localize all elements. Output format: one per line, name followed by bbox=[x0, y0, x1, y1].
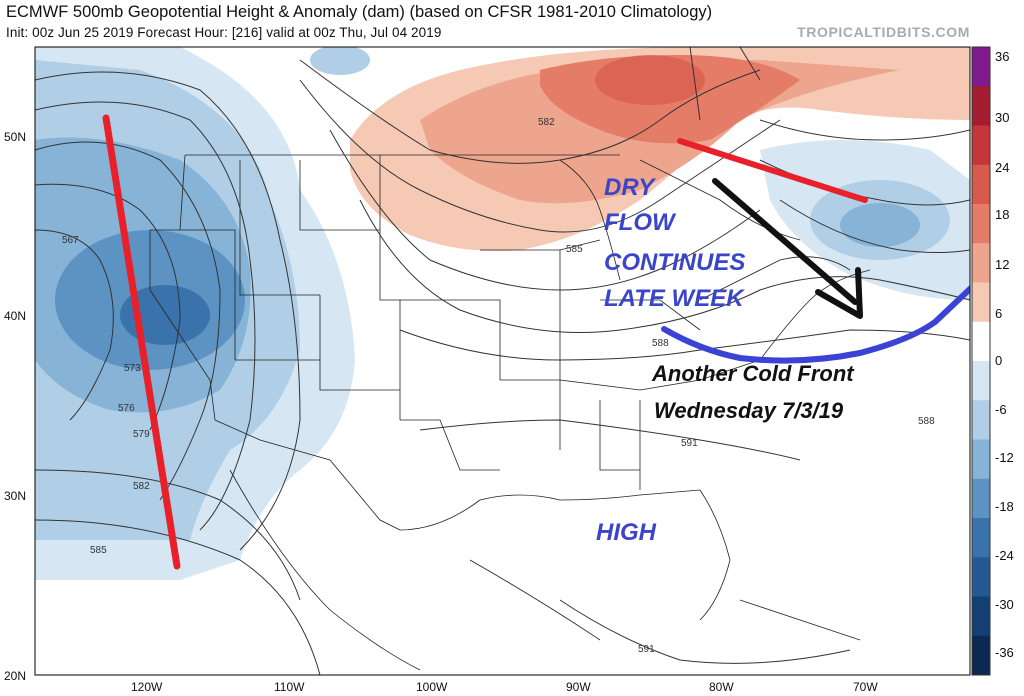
cold-front-line bbox=[661, 284, 970, 364]
svg-text:80W: 80W bbox=[709, 680, 734, 694]
svg-text:100W: 100W bbox=[416, 680, 448, 694]
svg-text:40N: 40N bbox=[4, 309, 26, 323]
colorbar-swatch bbox=[972, 47, 990, 87]
svg-text:591: 591 bbox=[638, 644, 655, 655]
map-subtitle: Init: 00z Jun 25 2019 Forecast Hour: [21… bbox=[6, 25, 442, 40]
colorbar-swatch bbox=[972, 86, 990, 126]
svg-text:588: 588 bbox=[652, 338, 669, 349]
svg-text:120W: 120W bbox=[131, 680, 163, 694]
svg-text:-36: -36 bbox=[995, 645, 1014, 660]
svg-text:-6: -6 bbox=[995, 402, 1007, 417]
svg-text:LATE WEEK: LATE WEEK bbox=[604, 285, 745, 312]
svg-text:582: 582 bbox=[538, 117, 555, 128]
svg-text:DRY: DRY bbox=[604, 174, 656, 201]
colorbar-swatch bbox=[972, 635, 990, 676]
colorbar-swatch bbox=[972, 400, 990, 440]
svg-text:30N: 30N bbox=[4, 489, 26, 503]
svg-text:-12: -12 bbox=[995, 450, 1014, 465]
svg-text:Wednesday 7/3/19: Wednesday 7/3/19 bbox=[654, 398, 844, 423]
svg-text:90W: 90W bbox=[566, 680, 591, 694]
colorbar-swatch bbox=[972, 125, 990, 166]
svg-text:50N: 50N bbox=[4, 130, 26, 144]
height-contours bbox=[35, 47, 970, 675]
map-frame bbox=[34, 46, 971, 676]
svg-text:24: 24 bbox=[995, 160, 1009, 175]
svg-text:588: 588 bbox=[918, 416, 935, 427]
colorbar-swatch bbox=[972, 282, 990, 323]
svg-text:-24: -24 bbox=[995, 548, 1014, 563]
svg-text:576: 576 bbox=[118, 403, 135, 414]
svg-text:591: 591 bbox=[681, 438, 698, 449]
svg-text:Another Cold Front: Another Cold Front bbox=[651, 361, 855, 386]
svg-text:110W: 110W bbox=[274, 680, 305, 694]
map-title: ECMWF 500mb Geopotential Height & Anomal… bbox=[6, 3, 713, 21]
red-northeast-line bbox=[677, 138, 868, 203]
red-trough-line bbox=[102, 114, 181, 570]
colorbar bbox=[971, 46, 991, 676]
colorbar-swatch bbox=[972, 596, 990, 637]
svg-text:-18: -18 bbox=[995, 499, 1014, 514]
colorbar-swatch bbox=[972, 478, 990, 519]
flow-arrow bbox=[712, 178, 863, 319]
colorbar-swatch bbox=[972, 243, 990, 283]
colorbar-swatch bbox=[972, 557, 990, 597]
latitude-labels: 50N 40N 30N 20N bbox=[4, 130, 26, 683]
svg-text:70W: 70W bbox=[853, 680, 878, 694]
colorbar-swatch bbox=[972, 204, 990, 244]
svg-text:12: 12 bbox=[995, 257, 1009, 272]
longitude-labels: 120W 110W 100W 90W 80W 70W bbox=[131, 680, 878, 694]
svg-text:585: 585 bbox=[566, 244, 583, 255]
colorbar-swatch bbox=[972, 518, 990, 558]
svg-text:FLOW: FLOW bbox=[604, 209, 677, 236]
high-label: HIGH bbox=[596, 519, 657, 546]
svg-text:585: 585 bbox=[90, 545, 107, 556]
brand-watermark: TROPICALTIDBITS.COM bbox=[797, 24, 970, 40]
svg-text:6: 6 bbox=[995, 306, 1002, 321]
svg-text:582: 582 bbox=[133, 481, 150, 492]
colorbar-swatch bbox=[972, 361, 990, 401]
colorbar-swatch bbox=[972, 321, 990, 362]
cold-front-annotation: Another Cold Front Wednesday 7/3/19 bbox=[651, 361, 855, 423]
svg-text:18: 18 bbox=[995, 207, 1009, 222]
colorbar-border bbox=[971, 46, 991, 676]
colorbar-swatch bbox=[972, 164, 990, 205]
svg-text:30: 30 bbox=[995, 110, 1009, 125]
contour-labels: 567 573 576 579 582 585 582 585 588 588 … bbox=[62, 117, 935, 655]
svg-text:0: 0 bbox=[995, 353, 1002, 368]
svg-text:20N: 20N bbox=[4, 669, 26, 683]
colorbar-labels: 36 30 24 18 12 6 0 -6 -12 -18 -24 -30 -3… bbox=[995, 49, 1014, 660]
svg-text:36: 36 bbox=[995, 49, 1009, 64]
svg-text:-30: -30 bbox=[995, 597, 1014, 612]
svg-text:567: 567 bbox=[62, 235, 79, 246]
dry-flow-annotation: DRY FLOW CONTINUES LATE WEEK bbox=[604, 174, 745, 312]
svg-text:CONTINUES: CONTINUES bbox=[604, 249, 745, 276]
svg-text:573: 573 bbox=[124, 363, 141, 374]
negative-anomaly-northeast bbox=[760, 140, 970, 300]
positive-anomaly-ridge bbox=[350, 47, 970, 251]
colorbar-swatch bbox=[972, 439, 990, 480]
svg-text:579: 579 bbox=[133, 429, 150, 440]
